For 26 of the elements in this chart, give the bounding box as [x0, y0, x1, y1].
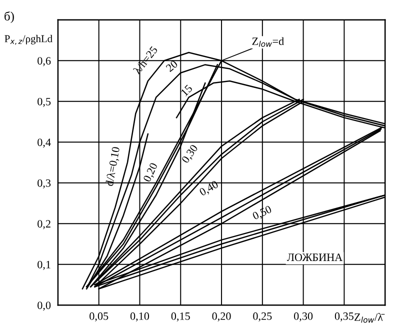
annotation: d/λ=0,10 — [105, 146, 122, 187]
annotation: 0,50 — [252, 205, 273, 222]
x-tick-label: 0,30 — [294, 312, 313, 322]
y-tick-label: 0,5 — [38, 98, 51, 107]
x-tick-label: 0,25 — [253, 312, 272, 322]
x-tick-label: 0,35 — [334, 312, 354, 322]
annotation: 0,20 — [142, 162, 160, 183]
annotation: 0,40 — [198, 180, 220, 198]
y-tick-label: 0,0 — [38, 302, 51, 311]
y-tick-label: 0,4 — [38, 138, 51, 148]
annotation: 20 — [166, 60, 178, 72]
y-axis-title: P$_{x,z}$/ρghLd — [4, 34, 52, 45]
y-tick-label: 0,3 — [38, 179, 51, 188]
chart-title: б) — [4, 11, 14, 24]
annotation: 15 — [180, 84, 193, 96]
annotation: Z$_{low}$=d — [252, 37, 284, 47]
x-tick-label: 0,20 — [212, 312, 231, 322]
annotation: ЛОЖБИНА — [287, 254, 343, 262]
y-tick-label: 0,1 — [38, 260, 50, 270]
annotation: 0,30 — [181, 144, 200, 164]
y-tick-label: 0,2 — [38, 220, 50, 230]
y-tick-label: 0,6 — [38, 57, 51, 66]
x-tick-label: 0,10 — [130, 312, 150, 322]
x-tick-label: 0,05 — [90, 312, 108, 322]
x-tick-label: 0,15 — [171, 312, 190, 322]
x-axis-title: Z$_{low}$/λ̄ — [354, 312, 385, 323]
